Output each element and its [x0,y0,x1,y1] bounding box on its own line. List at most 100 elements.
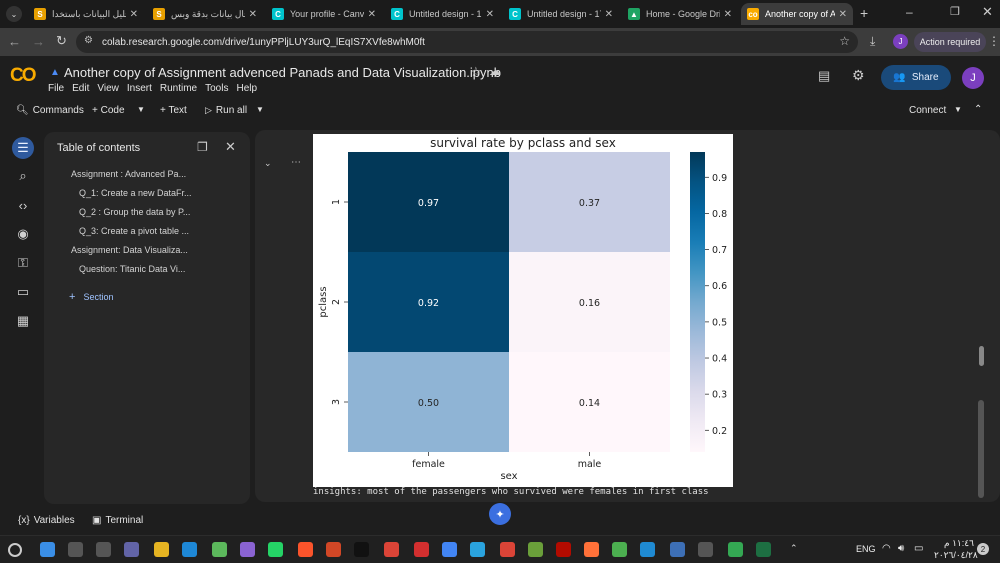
browser-tab[interactable]: S إدخال بيانات بدقة وبس✕ [147,3,263,25]
notebook-title[interactable]: Another copy of Assignment advenced Pana… [64,65,501,80]
notification-badge[interactable]: 2 [977,543,989,555]
menu-item[interactable]: View [97,83,119,94]
new-tab-button[interactable]: + [860,5,869,21]
close-panel-icon[interactable]: ✕ [225,139,236,154]
task-view-icon[interactable] [96,542,111,557]
toc-item[interactable]: Q_3: Create a pivot table ... [79,226,190,236]
widgets-icon[interactable] [8,543,22,557]
chrome-icon[interactable] [384,542,399,557]
app-icon[interactable] [212,542,227,557]
gemini-button[interactable]: ✦ [489,503,511,525]
app-icon[interactable] [670,542,685,557]
menu-item[interactable]: Edit [72,83,90,94]
download-icon[interactable]: ⤓ [870,34,876,48]
data-table-icon[interactable]: ▦ [16,313,30,328]
battery-icon[interactable]: ▭ [914,543,924,554]
connect-dropdown-icon[interactable]: ▼ [954,105,962,114]
add-section-button[interactable]: + Section [69,291,114,303]
restore-button[interactable]: ❐ [950,6,960,18]
start-icon[interactable] [40,542,55,557]
add-text-button[interactable]: + Text [160,105,187,116]
close-tab-icon[interactable]: ✕ [367,8,376,20]
close-window-button[interactable]: ✕ [982,4,993,19]
menu-item[interactable]: File [48,83,65,94]
tiktok-icon[interactable] [354,542,369,557]
firefox-icon[interactable] [584,542,599,557]
toc-item[interactable]: Q_1: Create a new DataFr... [79,188,192,198]
address-bar[interactable]: ⚙ colab.research.google.com/drive/1unyPP… [76,31,858,53]
whatsapp-icon[interactable] [268,542,283,557]
chrome-profile-icon[interactable] [500,542,515,557]
menu-item[interactable]: Insert [126,83,152,94]
toc-item[interactable]: Assignment : Advanced Pa... [71,169,187,179]
run-all-button[interactable]: ▷ Run all [205,105,248,116]
show-hidden-icons[interactable]: ⌃ [790,543,798,553]
wifi-icon[interactable]: ◠ [882,543,891,554]
clock-time[interactable]: ١١:٤٦ م [944,538,974,548]
acrobat-icon[interactable] [556,542,571,557]
browser-tab[interactable]: ▲ Home - Google Drive✕ [622,3,738,25]
secrets-icon[interactable]: ◉ [17,226,29,241]
terminal-button[interactable]: ▣ Terminal [92,515,144,526]
open-in-tab-icon[interactable]: ❐ [197,140,208,154]
comments-icon[interactable]: ▤ [818,68,831,83]
star-icon[interactable]: ☆ [470,64,482,79]
user-avatar[interactable]: J [962,67,984,89]
telegram-icon[interactable] [470,542,485,557]
site-info-icon[interactable]: ⚙ [84,35,93,46]
code-snippets-icon[interactable]: ‹› [18,197,28,213]
menu-item[interactable]: Help [236,83,258,94]
back-icon[interactable]: ← [8,34,21,49]
add-code-button[interactable]: + Code [92,105,125,116]
profile-avatar[interactable]: J [893,34,908,49]
cell-collapse-icon[interactable]: ⌄ [264,158,272,168]
docs-icon[interactable] [442,542,457,557]
excel-icon[interactable] [756,542,771,557]
connect-button[interactable]: Connect [909,105,947,116]
visual-studio-icon[interactable] [240,542,255,557]
minimize-button[interactable]: – [906,5,913,19]
toc-item[interactable]: Assignment: Data Visualiza... [71,245,188,255]
reload-icon[interactable]: ↻ [56,33,67,48]
wps-icon[interactable] [414,542,429,557]
bookmark-star-icon[interactable]: ☆ [839,34,850,48]
volume-icon[interactable]: 🔊︎ [898,543,905,554]
powerpoint-icon[interactable] [326,542,341,557]
clock-date[interactable]: ٢٠٢٦/٠٤/٢٨ [934,550,978,560]
commands-button[interactable]: 🔍︎ Commands [16,105,84,116]
browser-tab[interactable]: C Untitled design - 17(✕ [503,3,619,25]
collapse-header-icon[interactable]: ⌃ [974,104,983,115]
close-tab-icon[interactable]: ✕ [129,8,138,20]
toc-item[interactable]: Question: Titanic Data Vi... [79,264,186,274]
app-icon[interactable] [528,542,543,557]
close-tab-icon[interactable]: ✕ [723,8,732,20]
table-of-contents-icon[interactable]: ☰ [12,137,34,159]
share-button[interactable]: 👥 Share [881,65,951,90]
colab-logo[interactable]: CO [10,65,36,86]
close-tab-icon[interactable]: ✕ [838,8,847,20]
close-tab-icon[interactable]: ✕ [485,8,494,20]
run-all-dropdown-icon[interactable]: ▼ [256,105,264,114]
forward-icon[interactable]: → [32,34,45,49]
browser-tab[interactable]: S تحليل البيانات باستخدا ✕ [28,3,144,25]
scrollbar-track[interactable] [978,400,984,498]
browser-tab[interactable]: C Your profile - Canva ✕ [266,3,382,25]
file-explorer-icon[interactable] [154,542,169,557]
toc-item[interactable]: Q_2 : Group the data by P... [79,207,191,217]
key-icon[interactable]: ⚿ [18,255,28,270]
tab-search-button[interactable]: ⌄ [6,6,22,22]
vscode-icon[interactable] [640,542,655,557]
action-required-button[interactable]: Action required [914,32,986,52]
files-icon[interactable]: ▭ [16,284,30,299]
chrome-icon[interactable] [728,542,743,557]
variables-button[interactable]: {x} Variables [18,515,75,526]
browser-menu-icon[interactable]: ⋮ [988,34,1000,48]
app-icon[interactable] [698,542,713,557]
scrollbar-thumb[interactable] [979,346,984,366]
browser-tab[interactable]: co Another copy of Assi✕ [741,3,853,25]
search-icon[interactable] [68,542,83,557]
menu-item[interactable]: Runtime [159,83,198,94]
settings-icon[interactable]: ⚙ [852,67,865,83]
close-tab-icon[interactable]: ✕ [604,8,613,20]
output-actions-icon[interactable]: ⋯ [291,157,301,168]
